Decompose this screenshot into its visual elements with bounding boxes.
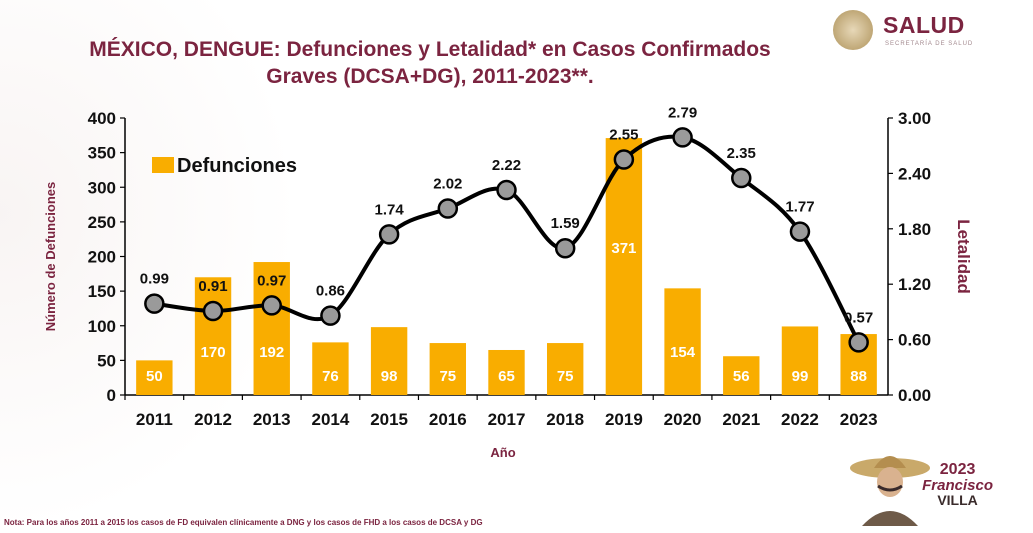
bar-defunciones xyxy=(429,343,467,395)
x-tick-label: 2019 xyxy=(605,410,643,429)
line-point-marker xyxy=(613,149,635,170)
x-axis-title: Año xyxy=(490,445,515,460)
footnote: Nota: Para los años 2011 a 2015 los caso… xyxy=(4,518,483,527)
logo-text: SALUD xyxy=(883,12,965,38)
anniversary-name-last: VILLA xyxy=(937,492,978,508)
bar-defunciones xyxy=(723,356,760,395)
x-tick-label: 2014 xyxy=(312,410,350,429)
x-tick-label: 2023 xyxy=(840,410,878,429)
bar-value-label: 98 xyxy=(381,368,398,385)
title-line-2: Graves (DCSA+DG), 2011-2023**. xyxy=(266,65,594,88)
line-point-label: 1.77 xyxy=(785,199,814,216)
line-point-marker xyxy=(144,293,165,314)
logo-subtext: SECRETARÍA DE SALUD xyxy=(885,41,974,47)
y-tick-label: 300 xyxy=(88,178,116,197)
y2-axis-title: Letalidad xyxy=(954,219,973,294)
bar-defunciones xyxy=(605,138,643,395)
chart-title: MÉXICO, DENGUE: Defunciones y Letalidad*… xyxy=(0,36,860,90)
line-point-marker xyxy=(554,237,576,259)
line-point-label: 2.22 xyxy=(492,157,521,174)
line-point-marker xyxy=(320,305,341,326)
line-point-label: 2.55 xyxy=(609,127,638,144)
line-point-marker xyxy=(672,127,693,148)
y2-tick-label: 2.40 xyxy=(898,164,931,183)
y-tick-label: 50 xyxy=(97,351,116,370)
y-axis-title: Número de Defunciones xyxy=(43,182,58,332)
title-line-1: MÉXICO, DENGUE: Defunciones y Letalidad*… xyxy=(89,38,771,61)
bar-defunciones xyxy=(136,360,173,395)
line-point-marker xyxy=(437,198,459,219)
x-tick-label: 2015 xyxy=(370,410,408,429)
bar-value-label: 75 xyxy=(557,368,574,385)
line-point-marker xyxy=(202,300,224,322)
line-point-marker xyxy=(789,221,811,242)
x-tick-label: 2012 xyxy=(194,410,232,429)
bar-value-label: 192 xyxy=(259,344,284,361)
y-tick-label: 0 xyxy=(107,386,116,405)
bar-value-label: 75 xyxy=(439,368,456,385)
y-tick-label: 200 xyxy=(88,248,116,267)
line-point-label: 0.57 xyxy=(844,309,873,326)
bar-value-label: 76 xyxy=(322,368,339,385)
bar-defunciones xyxy=(253,262,290,395)
bar-value-label: 65 xyxy=(498,368,515,385)
line-point-marker xyxy=(731,167,752,189)
anniversary-name-first: Francisco xyxy=(922,477,993,494)
line-point-label: 1.59 xyxy=(551,215,580,232)
line-point-label: 2.35 xyxy=(727,145,756,162)
line-point-label: 0.91 xyxy=(198,278,227,295)
x-tick-label: 2020 xyxy=(664,410,702,429)
line-point-label: 2.02 xyxy=(433,175,462,192)
y2-tick-label: 0.60 xyxy=(898,331,931,350)
anniversary-logo: 2023 Francisco VILLA xyxy=(922,461,993,508)
y-tick-label: 100 xyxy=(88,317,116,336)
x-tick-label: 2013 xyxy=(253,410,291,429)
y2-tick-label: 1.20 xyxy=(898,275,931,294)
x-tick-label: 2018 xyxy=(546,410,584,429)
bar-defunciones xyxy=(194,277,232,395)
line-point-marker xyxy=(378,224,400,245)
x-tick-label: 2022 xyxy=(781,410,819,429)
y-tick-label: 400 xyxy=(88,109,116,128)
bar-defunciones xyxy=(664,288,701,395)
bar-value-label: 170 xyxy=(201,344,226,361)
line-point-marker xyxy=(261,295,282,316)
x-tick-label: 2017 xyxy=(488,410,526,429)
y2-tick-label: 0.00 xyxy=(898,386,931,405)
legend-label: Defunciones xyxy=(177,155,297,177)
bar-defunciones xyxy=(312,342,349,395)
salud-logo: SALUD SECRETARÍA DE SALUD xyxy=(833,8,1003,58)
line-point-label: 2.79 xyxy=(668,104,697,121)
mexico-seal-icon xyxy=(833,10,873,50)
bar-value-label: 99 xyxy=(792,368,809,385)
x-tick-label: 2011 xyxy=(136,410,173,429)
bar-value-label: 56 xyxy=(733,368,750,385)
bar-defunciones xyxy=(488,349,525,395)
y2-tick-label: 1.80 xyxy=(898,220,931,239)
bar-value-label: 371 xyxy=(611,240,636,257)
bar-defunciones xyxy=(370,327,408,395)
line-point-label: 1.74 xyxy=(375,201,405,218)
y2-tick-label: 3.00 xyxy=(898,109,931,128)
anniversary-year: 2023 xyxy=(939,461,976,478)
y-tick-label: 250 xyxy=(88,213,116,232)
legend-swatch xyxy=(152,157,174,173)
line-point-label: 0.86 xyxy=(316,283,345,300)
bar-value-label: 88 xyxy=(850,368,867,385)
x-tick-label: 2016 xyxy=(429,410,467,429)
line-point-marker xyxy=(848,332,869,353)
bar-defunciones xyxy=(781,326,819,395)
bar-value-label: 50 xyxy=(146,368,163,385)
y-tick-label: 350 xyxy=(88,144,116,163)
bar-value-label: 154 xyxy=(670,344,696,361)
x-tick-label: 2021 xyxy=(722,410,760,429)
line-point-marker xyxy=(496,179,517,201)
line-point-label: 0.97 xyxy=(257,272,286,289)
line-point-label: 0.99 xyxy=(140,271,169,288)
y-tick-label: 150 xyxy=(88,282,116,301)
francisco-villa-portrait-icon xyxy=(850,456,930,526)
background-watermark xyxy=(0,0,300,533)
bar-defunciones xyxy=(546,343,584,395)
